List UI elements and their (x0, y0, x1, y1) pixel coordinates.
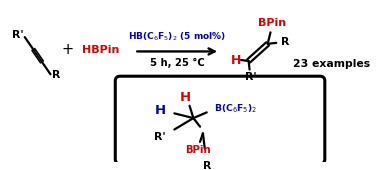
Text: HBPin: HBPin (82, 45, 120, 55)
Text: +: + (62, 42, 74, 57)
Text: R: R (280, 37, 289, 47)
Text: R': R' (245, 72, 256, 82)
Text: BPin: BPin (185, 146, 211, 156)
Text: R: R (52, 70, 60, 80)
Text: R': R' (12, 30, 24, 40)
Text: BPin: BPin (259, 18, 287, 28)
Text: B(C$_6$F$_5$)$_2$: B(C$_6$F$_5$)$_2$ (214, 102, 257, 115)
Text: HB(C$_6$F$_5$)$_2$ (5 mol%): HB(C$_6$F$_5$)$_2$ (5 mol%) (128, 30, 226, 43)
Text: H: H (180, 91, 191, 104)
Text: 5 h, 25 °C: 5 h, 25 °C (150, 58, 204, 68)
FancyBboxPatch shape (115, 76, 325, 164)
Text: R: R (203, 161, 211, 170)
Text: 23 examples: 23 examples (293, 59, 370, 69)
Text: R': R' (154, 132, 166, 142)
Text: H: H (155, 104, 166, 117)
Text: H: H (231, 54, 242, 66)
